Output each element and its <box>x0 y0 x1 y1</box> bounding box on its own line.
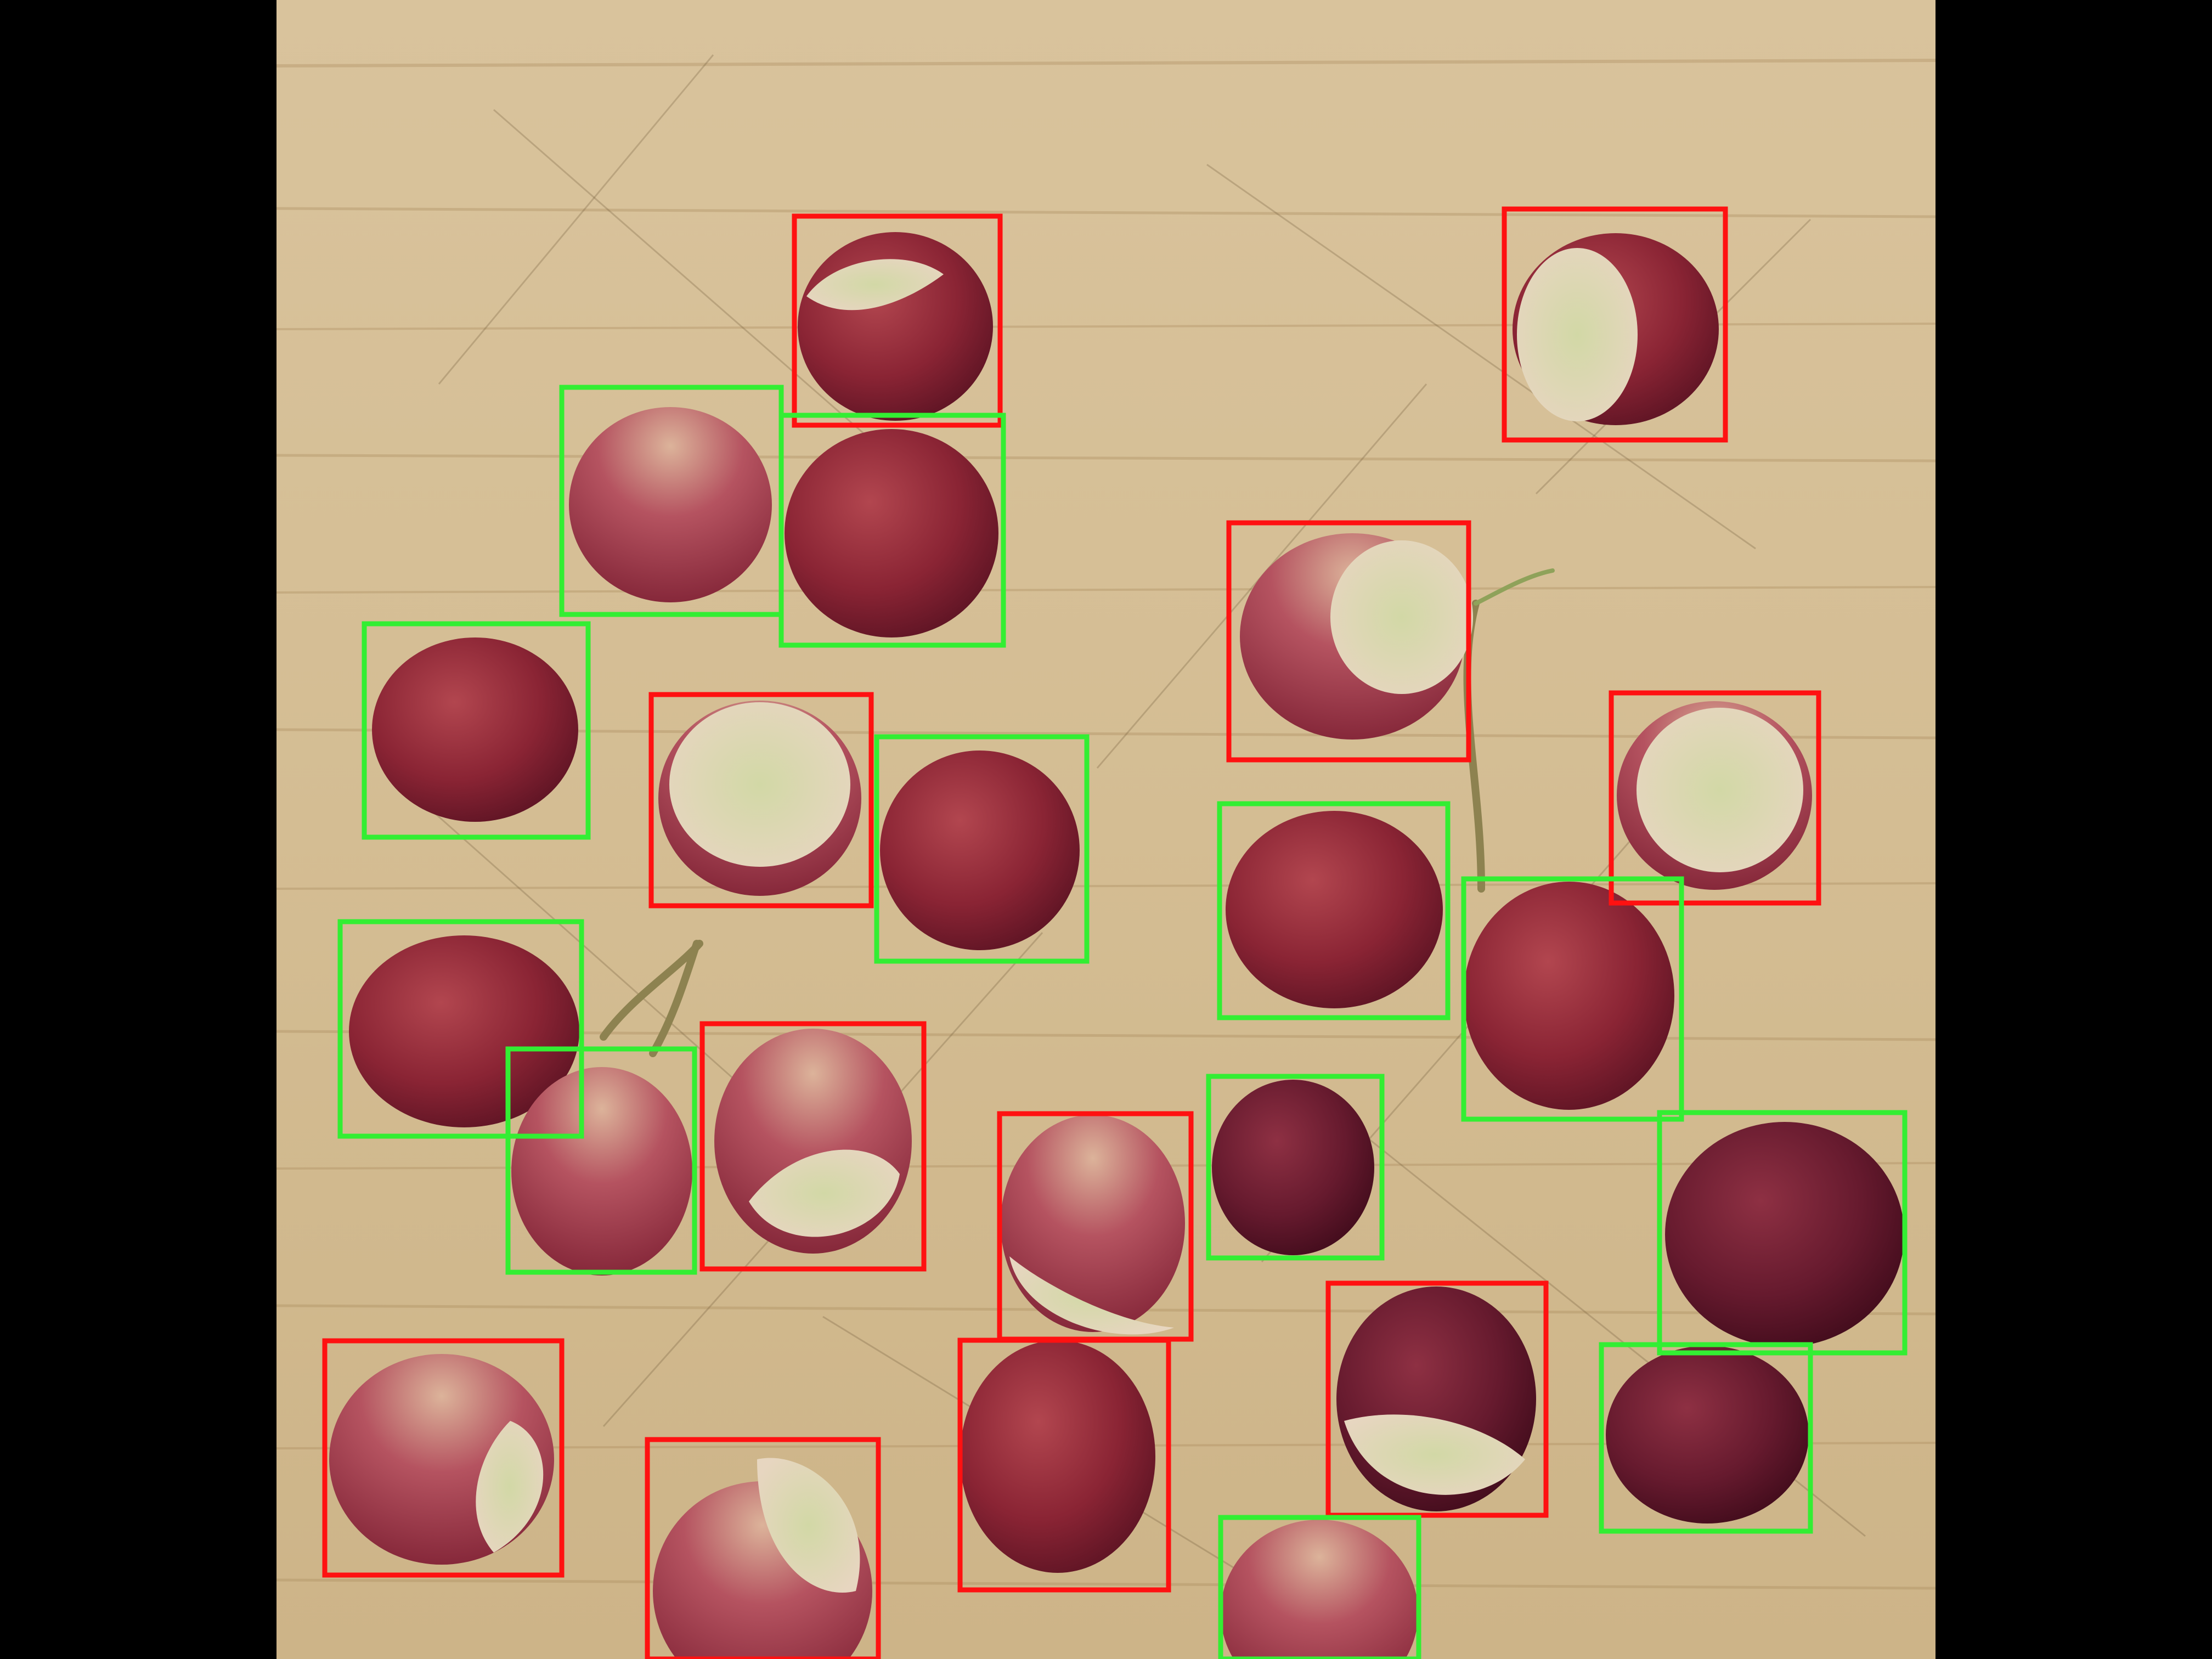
detection-box-intact <box>874 734 1090 964</box>
detection-box-damaged <box>322 1338 565 1578</box>
detection-box-damaged <box>957 1338 1171 1593</box>
detection-box-damaged <box>792 213 1003 428</box>
detection-box-damaged <box>1609 690 1821 906</box>
detection-box-intact <box>337 919 584 1139</box>
detection-box-damaged <box>1325 1280 1549 1518</box>
detection-boxes-damaged <box>322 206 1821 1659</box>
detection-box-intact <box>778 413 1006 648</box>
detection-box-intact <box>1218 1515 1421 1659</box>
photo <box>276 0 1936 1659</box>
detection-box-intact <box>1461 876 1684 1122</box>
detection-boxes-intact <box>337 385 1908 1659</box>
detection-box-damaged <box>699 1021 927 1272</box>
detection-box-damaged <box>1502 206 1728 443</box>
detection-box-intact <box>1599 1342 1813 1534</box>
detection-box-damaged <box>1226 520 1471 763</box>
detection-box-intact <box>1657 1110 1908 1356</box>
detection-box-damaged <box>648 692 874 909</box>
detection-box-intact <box>1217 801 1451 1020</box>
grape-whole <box>349 407 1904 1659</box>
detection-box-damaged <box>645 1437 881 1659</box>
grape-cut <box>329 232 1812 1659</box>
detection-box-intact <box>362 621 591 840</box>
detection-box-intact <box>505 1046 697 1275</box>
detection-box-intact <box>1206 1074 1385 1261</box>
